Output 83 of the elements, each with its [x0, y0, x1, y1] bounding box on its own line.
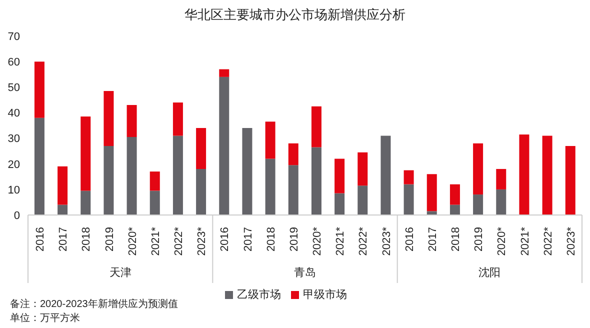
bar — [172, 102, 183, 136]
x-tick-label: 2022* — [542, 226, 554, 256]
x-tick-label: 2022* — [173, 226, 186, 256]
bar — [565, 146, 576, 215]
bar — [334, 193, 345, 215]
x-tick-label: 2019 — [104, 227, 116, 252]
x-tick-label: 2023* — [196, 226, 208, 256]
legend-label: 乙级市场 — [237, 289, 281, 301]
bar — [80, 116, 91, 191]
bar — [358, 186, 368, 215]
text: 备注：2020-2023年新增供应为预测值 — [10, 298, 178, 312]
x-tick-label: 2023* — [565, 226, 578, 256]
bar — [126, 105, 137, 138]
bar — [288, 143, 298, 166]
bar — [519, 134, 530, 215]
x-tick-label: 2019 — [288, 227, 300, 252]
y-tick-label: 0 — [14, 210, 20, 222]
bar — [496, 168, 506, 190]
y-tick-label: 70 — [8, 30, 20, 43]
bar — [311, 106, 322, 148]
x-tick-label: 2016 — [404, 227, 416, 252]
y-tick-label: 10 — [8, 184, 20, 196]
bar — [311, 147, 322, 215]
bar — [473, 194, 484, 215]
x-tick-label: 2016 — [219, 227, 232, 252]
y-tick-label: 50 — [8, 82, 20, 94]
y-tick-label: 60 — [8, 56, 20, 68]
bar — [380, 136, 391, 215]
x-tick-label: 2016 — [34, 227, 47, 252]
bar — [80, 190, 91, 215]
x-tick-label: 2023* — [380, 226, 393, 256]
x-tick-label: 2020* — [126, 226, 139, 256]
x-tick-label: 2018 — [450, 227, 462, 252]
bar — [196, 128, 206, 169]
bar — [450, 184, 460, 205]
bar — [58, 204, 68, 215]
bar — [426, 211, 437, 215]
bar — [242, 128, 252, 215]
bar — [542, 136, 552, 215]
y-tick-label: 20 — [8, 158, 20, 171]
bar — [172, 136, 183, 215]
x-tick-label: 2021* — [519, 226, 532, 256]
x-tick-label: 2020* — [496, 226, 508, 256]
bar — [104, 90, 114, 146]
x-tick-label: 2018 — [80, 227, 93, 252]
bar — [265, 158, 276, 215]
x-tick-label: 2019 — [473, 227, 486, 252]
bar — [288, 165, 298, 215]
bar — [450, 204, 460, 215]
bar — [34, 118, 44, 215]
bar — [334, 158, 345, 194]
x-tick-label: 2020* — [312, 226, 324, 256]
bar — [358, 152, 368, 186]
legend-label: 甲级市场 — [303, 289, 347, 301]
bar — [104, 146, 114, 215]
bar — [58, 166, 68, 205]
text: 单位：万平方米 — [10, 312, 81, 326]
bar — [496, 189, 506, 215]
text: 天津 — [109, 266, 132, 279]
bar — [404, 184, 414, 215]
chart-title: 华北区主要城市办公市场新增供应分析 — [184, 6, 406, 24]
bar — [196, 168, 206, 215]
y-tick-label: 40 — [8, 108, 20, 120]
bar — [150, 172, 160, 191]
text: 青岛 — [294, 266, 316, 279]
bar — [219, 76, 230, 215]
text: 沈阳 — [478, 266, 501, 279]
x-tick-label: 2021* — [334, 226, 347, 256]
bar — [150, 190, 160, 215]
bar — [34, 62, 44, 118]
bar — [126, 137, 137, 215]
bar — [473, 143, 484, 195]
x-tick-label: 2021* — [150, 226, 162, 256]
x-tick-label: 2018 — [265, 227, 278, 252]
y-tick-label: 30 — [8, 133, 20, 146]
bar — [426, 174, 437, 212]
x-tick-label: 2017 — [58, 227, 70, 252]
x-tick-label: 2022* — [358, 226, 370, 256]
bar — [219, 69, 230, 77]
x-tick-label: 2017 — [426, 227, 439, 252]
bar — [404, 170, 414, 184]
bar — [265, 122, 276, 159]
x-tick-label: 2017 — [242, 227, 254, 252]
